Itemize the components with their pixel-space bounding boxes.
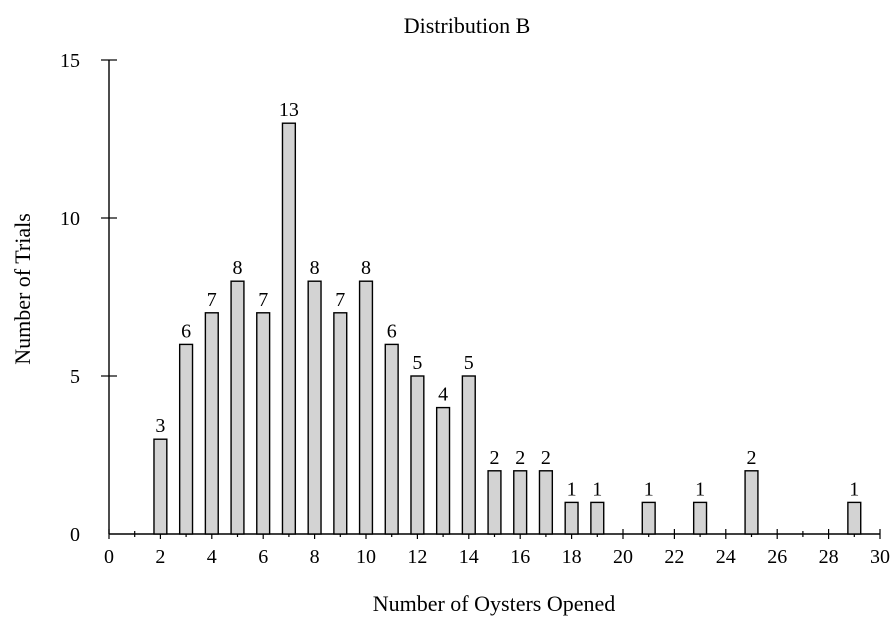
x-tick-label: 24 [716, 546, 736, 568]
x-axis: 0 2 4 6 8 10 12 14 16 18 20 22 24 26 28 30 [104, 529, 890, 568]
chart-title: Distribution B [404, 13, 531, 38]
x-tick-label: 8 [310, 546, 320, 568]
data-label: 5 [464, 352, 474, 374]
x-axis-label: Number of Oysters Opened [373, 591, 616, 616]
bar [153, 438, 168, 535]
data-label: 8 [361, 257, 371, 279]
data-label: 2 [515, 447, 525, 469]
bar [461, 375, 476, 535]
x-tick-label: 14 [459, 546, 479, 568]
x-tick-label: 4 [207, 546, 217, 568]
data-label: 1 [849, 478, 859, 500]
data-label: 4 [438, 384, 448, 406]
bar [256, 312, 271, 535]
x-tick-label: 10 [356, 546, 376, 568]
bar [307, 280, 322, 535]
bars-group [153, 122, 862, 535]
x-tick-label: 28 [819, 546, 839, 568]
bar [204, 312, 219, 535]
data-label: 5 [412, 352, 422, 374]
bar [847, 501, 862, 535]
x-tick-label: 22 [664, 546, 684, 568]
bar [410, 375, 425, 535]
bar [281, 122, 297, 535]
x-tick-label: 16 [510, 546, 530, 568]
y-axis: 0 5 10 15 [60, 50, 117, 546]
data-label: 2 [490, 447, 500, 469]
data-label: 7 [258, 289, 268, 311]
data-label: 2 [747, 447, 757, 469]
bar [744, 470, 759, 535]
bar [435, 406, 451, 535]
x-tick-label: 30 [870, 546, 890, 568]
data-label: 6 [181, 320, 191, 342]
y-tick-label: 15 [60, 50, 80, 72]
bar [538, 470, 554, 535]
data-label: 13 [279, 99, 299, 121]
x-tick-label: 0 [104, 546, 114, 568]
data-label: 8 [233, 257, 243, 279]
bar [358, 280, 374, 535]
bar [230, 280, 245, 535]
bar [590, 501, 605, 535]
bar [564, 501, 579, 535]
data-label: 8 [310, 257, 320, 279]
x-tick-label: 12 [407, 546, 427, 568]
bar [178, 343, 194, 535]
y-tick-label: 0 [70, 524, 80, 546]
data-label: 1 [695, 478, 705, 500]
data-label: 7 [207, 289, 217, 311]
bar [692, 501, 708, 535]
data-label: 1 [592, 478, 602, 500]
data-label: 2 [541, 447, 551, 469]
x-tick-label: 18 [562, 546, 582, 568]
bar [513, 470, 528, 535]
bar [333, 312, 348, 535]
x-tick-label: 26 [767, 546, 787, 568]
data-label: 7 [335, 289, 345, 311]
bar [641, 501, 656, 535]
x-tick-label: 20 [613, 546, 633, 568]
data-label: 3 [155, 415, 165, 437]
y-axis-label: Number of Trials [10, 213, 35, 365]
data-label: 1 [644, 478, 654, 500]
x-tick-label: 6 [258, 546, 268, 568]
y-tick-label: 10 [60, 208, 80, 230]
data-label: 1 [567, 478, 577, 500]
y-tick-label: 5 [70, 366, 80, 388]
data-label: 6 [387, 320, 397, 342]
x-tick-label: 2 [155, 546, 165, 568]
bar [384, 343, 399, 535]
bar [487, 470, 502, 535]
